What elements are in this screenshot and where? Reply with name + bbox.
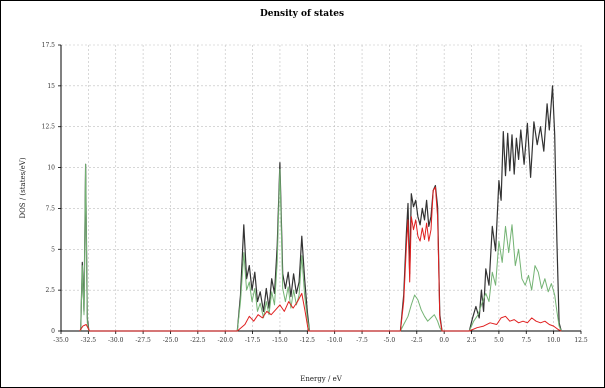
y-tick-label: 17.5 — [42, 42, 56, 49]
series-lines — [79, 85, 562, 332]
y-tick-label: 15 — [47, 83, 55, 90]
y-axis-label: DOS / (states/eV) — [19, 157, 27, 218]
x-tick-label: -22.5 — [190, 337, 206, 344]
y-tick-label: 7.5 — [45, 205, 55, 212]
x-tick-label: -35.0 — [53, 337, 69, 344]
y-tick-label: 10 — [47, 165, 55, 172]
x-axis-label: Energy / eV — [300, 375, 342, 383]
chart-title: Density of states — [260, 9, 344, 19]
series-line-1 — [80, 85, 562, 332]
y-tick-label: 12.5 — [42, 124, 56, 131]
y-tick-label: 0 — [51, 328, 55, 335]
x-tick-label: 7.5 — [521, 337, 531, 344]
x-tick-label: 2.5 — [467, 337, 477, 344]
x-tick-label: 5.0 — [494, 337, 504, 344]
x-tick-label: -27.5 — [135, 337, 151, 344]
x-tick-label: 10.0 — [547, 337, 561, 344]
x-tick-label: -12.5 — [300, 337, 316, 344]
x-tick-label: -10.0 — [327, 337, 343, 344]
x-tick-label: 12.5 — [574, 337, 588, 344]
x-tick-label: -30.0 — [108, 337, 124, 344]
x-tick-label: -7.5 — [356, 337, 368, 344]
series-line-2 — [80, 163, 562, 332]
y-tick-label: 5 — [51, 246, 55, 253]
x-tick-labels: -35.0 -32.5 -30.0 -27.5 -25.0 -22.5 -20.0 -17.5… — [53, 331, 588, 344]
x-tick-label: -15.0 — [272, 337, 288, 344]
x-tick-label: 0.0 — [439, 337, 449, 344]
x-tick-label: -2.5 — [411, 337, 423, 344]
x-tick-label: -32.5 — [81, 337, 97, 344]
x-tick-label: -25.0 — [163, 337, 179, 344]
series-line-3 — [79, 186, 562, 332]
grid — [61, 44, 582, 331]
x-tick-label: -20.0 — [218, 337, 234, 344]
x-tick-label: -5.0 — [384, 337, 396, 344]
x-tick-label: -17.5 — [245, 337, 261, 344]
y-tick-label: 2.5 — [45, 287, 55, 294]
y-tick-labels: 0 2.5 5 7.5 10 12.5 15 17.5 — [42, 42, 61, 335]
